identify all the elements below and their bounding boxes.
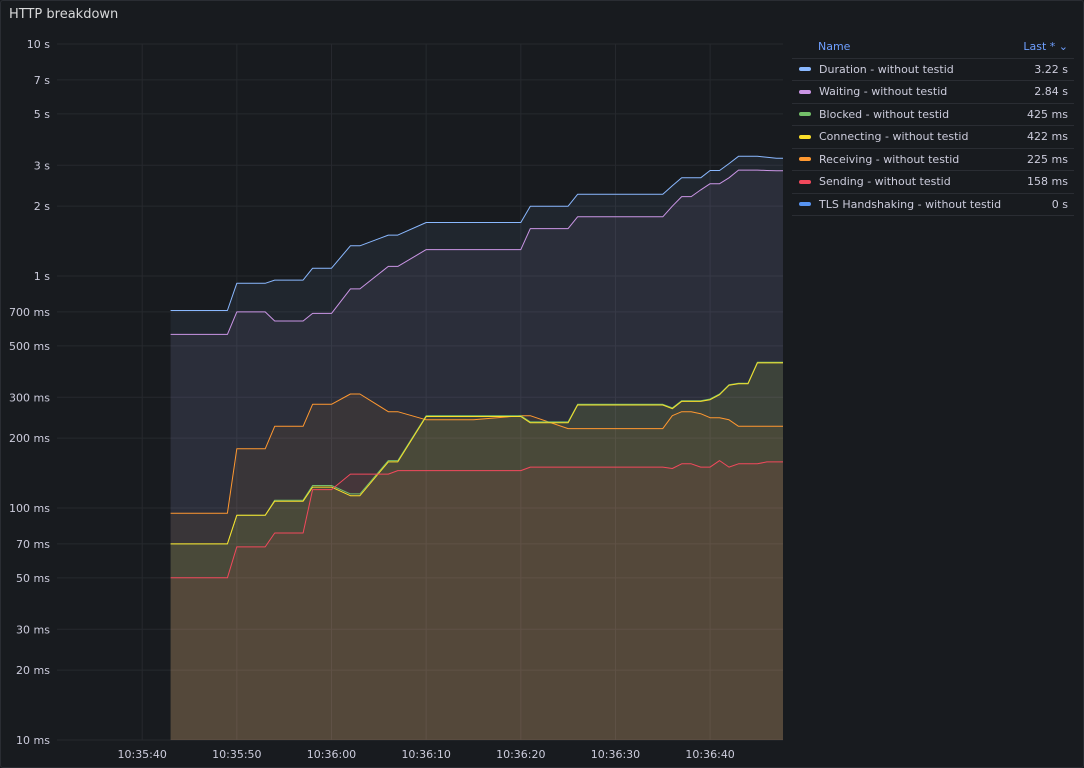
x-tick-label: 10:36:30 — [591, 748, 640, 761]
series-area — [170, 170, 784, 741]
y-tick-label: 100 ms — [9, 502, 50, 515]
legend-item-value: 422 ms — [1027, 130, 1068, 144]
series-area — [170, 362, 784, 740]
series-line[interactable] — [170, 155, 783, 311]
series-area — [170, 362, 784, 740]
y-tick-label: 300 ms — [9, 391, 50, 404]
series-line[interactable] — [170, 169, 783, 335]
x-tick-label: 10:35:50 — [212, 748, 261, 761]
legend-item[interactable]: Waiting - without testid 2.84 s — [792, 81, 1074, 104]
legend-color-swatch — [799, 134, 811, 139]
legend-item-name: Blocked - without testid — [819, 107, 950, 121]
legend-item-value: 158 ms — [1027, 175, 1068, 189]
series-area — [170, 156, 784, 741]
y-tick-label: 70 ms — [16, 538, 50, 551]
legend-item[interactable]: Blocked - without testid 425 ms — [792, 104, 1074, 126]
legend-last-sort-header[interactable]: Last * ⌄ — [1023, 40, 1068, 54]
y-tick-label: 20 ms — [16, 664, 50, 677]
legend-item[interactable]: TLS Handshaking - without testid 0 s — [792, 194, 1074, 216]
y-tick-label: 5 s — [34, 108, 50, 121]
legend-item-name: Receiving - without testid — [819, 152, 960, 166]
legend-color-swatch — [799, 157, 811, 162]
legend-item-value: 0 s — [1051, 197, 1068, 211]
x-tick-label: 10:35:40 — [117, 748, 166, 761]
legend-item-name: Sending - without testid — [819, 175, 951, 189]
legend-item-name: Waiting - without testid — [819, 85, 948, 99]
x-tick-label: 10:36:20 — [496, 748, 545, 761]
legend-item[interactable]: Connecting - without testid 422 ms — [792, 126, 1074, 149]
legend-item[interactable]: Receiving - without testid 225 ms — [792, 149, 1074, 171]
panel-title[interactable]: HTTP breakdown — [9, 7, 119, 22]
y-tick-label: 2 s — [34, 200, 50, 213]
legend: Name Last * ⌄ Duration - without testid 3… — [792, 36, 1074, 216]
x-tick-label: 10:36:10 — [401, 748, 450, 761]
legend-color-swatch — [799, 67, 811, 72]
legend-item-name: Connecting - without testid — [819, 130, 969, 144]
legend-item-value: 425 ms — [1027, 107, 1068, 121]
legend-item[interactable]: Duration - without testid 3.22 s — [792, 59, 1074, 81]
x-tick-label: 10:36:40 — [685, 748, 734, 761]
series-line[interactable] — [170, 361, 783, 545]
legend-color-swatch — [799, 179, 811, 184]
legend-item-value: 225 ms — [1027, 152, 1068, 166]
legend-item[interactable]: Sending - without testid 158 ms — [792, 171, 1074, 194]
y-tick-label: 7 s — [34, 74, 50, 87]
legend-item-value: 2.84 s — [1034, 85, 1068, 99]
legend-item-name: Duration - without testid — [819, 62, 954, 76]
legend-color-swatch — [799, 89, 811, 94]
legend-item-value: 3.22 s — [1034, 62, 1068, 76]
series-area — [170, 394, 784, 740]
y-tick-label: 500 ms — [9, 340, 50, 353]
y-tick-label: 3 s — [34, 159, 50, 172]
y-tick-label: 200 ms — [9, 432, 50, 445]
x-tick-label: 10:36:00 — [307, 748, 356, 761]
y-tick-label: 1 s — [34, 270, 50, 283]
series-line[interactable] — [170, 460, 783, 579]
y-tick-label: 10 s — [27, 38, 50, 51]
y-tick-label: 700 ms — [9, 306, 50, 319]
legend-color-swatch — [799, 202, 811, 207]
y-tick-label: 30 ms — [16, 623, 50, 636]
legend-color-swatch — [799, 112, 811, 117]
series-line[interactable] — [170, 362, 783, 545]
series-area — [170, 460, 784, 740]
y-tick-label: 50 ms — [16, 572, 50, 585]
y-tick-label: 10 ms — [16, 734, 50, 747]
legend-item-name: TLS Handshaking - without testid — [819, 197, 1002, 211]
legend-header: Name Last * ⌄ — [792, 36, 1074, 59]
legend-name-header[interactable]: Name — [818, 40, 851, 54]
